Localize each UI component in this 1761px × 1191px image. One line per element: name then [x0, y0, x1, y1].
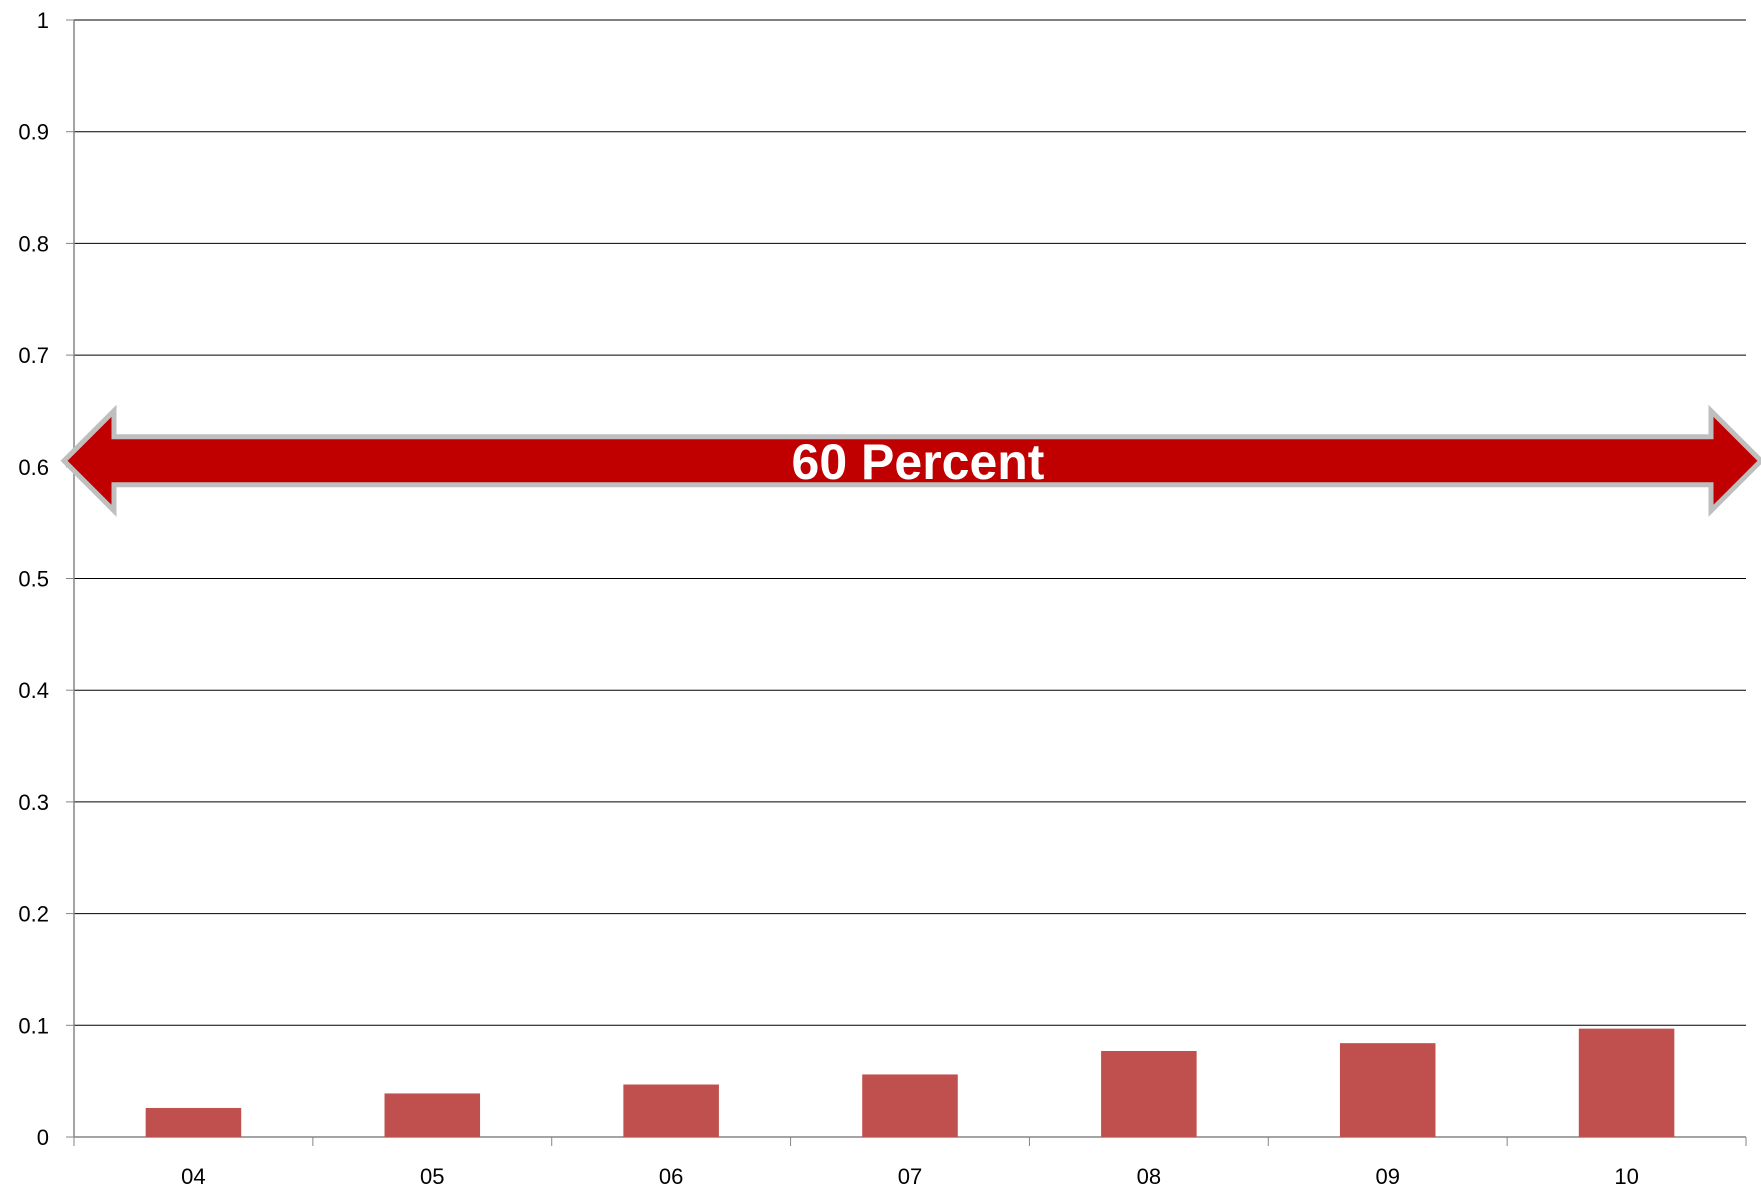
bars: [145, 1028, 1675, 1137]
bar-05: [384, 1093, 481, 1137]
x-tick-label: 04: [181, 1164, 205, 1189]
y-tick-label: 0: [37, 1125, 49, 1150]
x-tick-label: 06: [659, 1164, 683, 1189]
bar-09: [1339, 1043, 1436, 1137]
axes: [66, 19, 1747, 1146]
y-tick-label: 0.7: [18, 343, 49, 368]
x-tick-labels: 04 05 06 07 08 09 10: [181, 1164, 1639, 1189]
bar-04: [145, 1107, 242, 1137]
annotation-60-percent: 60 Percent: [60, 404, 1761, 517]
y-tick-labels: 0 0.1 0.2 0.3 0.4 0.5 0.6 0.7 0.8 0.9 1: [18, 8, 49, 1150]
y-tick-label: 0.5: [18, 567, 49, 592]
double-arrow-shape: [60, 404, 1761, 517]
bar-08: [1101, 1050, 1197, 1137]
bar-06: [623, 1084, 719, 1137]
y-tick-label: 0.8: [18, 231, 49, 256]
y-tick-label: 1: [37, 8, 49, 33]
annotation-label: 60 Percent: [792, 434, 1045, 490]
y-tick-label: 0.9: [18, 120, 49, 145]
x-tick-label: 08: [1137, 1164, 1161, 1189]
y-tick-label: 0.4: [18, 678, 49, 703]
x-tick-label: 05: [420, 1164, 444, 1189]
gridlines: [74, 19, 1746, 1026]
bar-07: [862, 1074, 958, 1137]
y-tick-label: 0.6: [18, 455, 49, 480]
y-tick-label: 0.2: [18, 902, 49, 927]
y-tick-label: 0.3: [18, 790, 49, 815]
y-tick-label: 0.1: [18, 1013, 49, 1038]
x-tick-label: 10: [1614, 1164, 1638, 1189]
x-tick-label: 09: [1375, 1164, 1399, 1189]
bar-10: [1578, 1028, 1675, 1137]
x-tick-label: 07: [898, 1164, 922, 1189]
